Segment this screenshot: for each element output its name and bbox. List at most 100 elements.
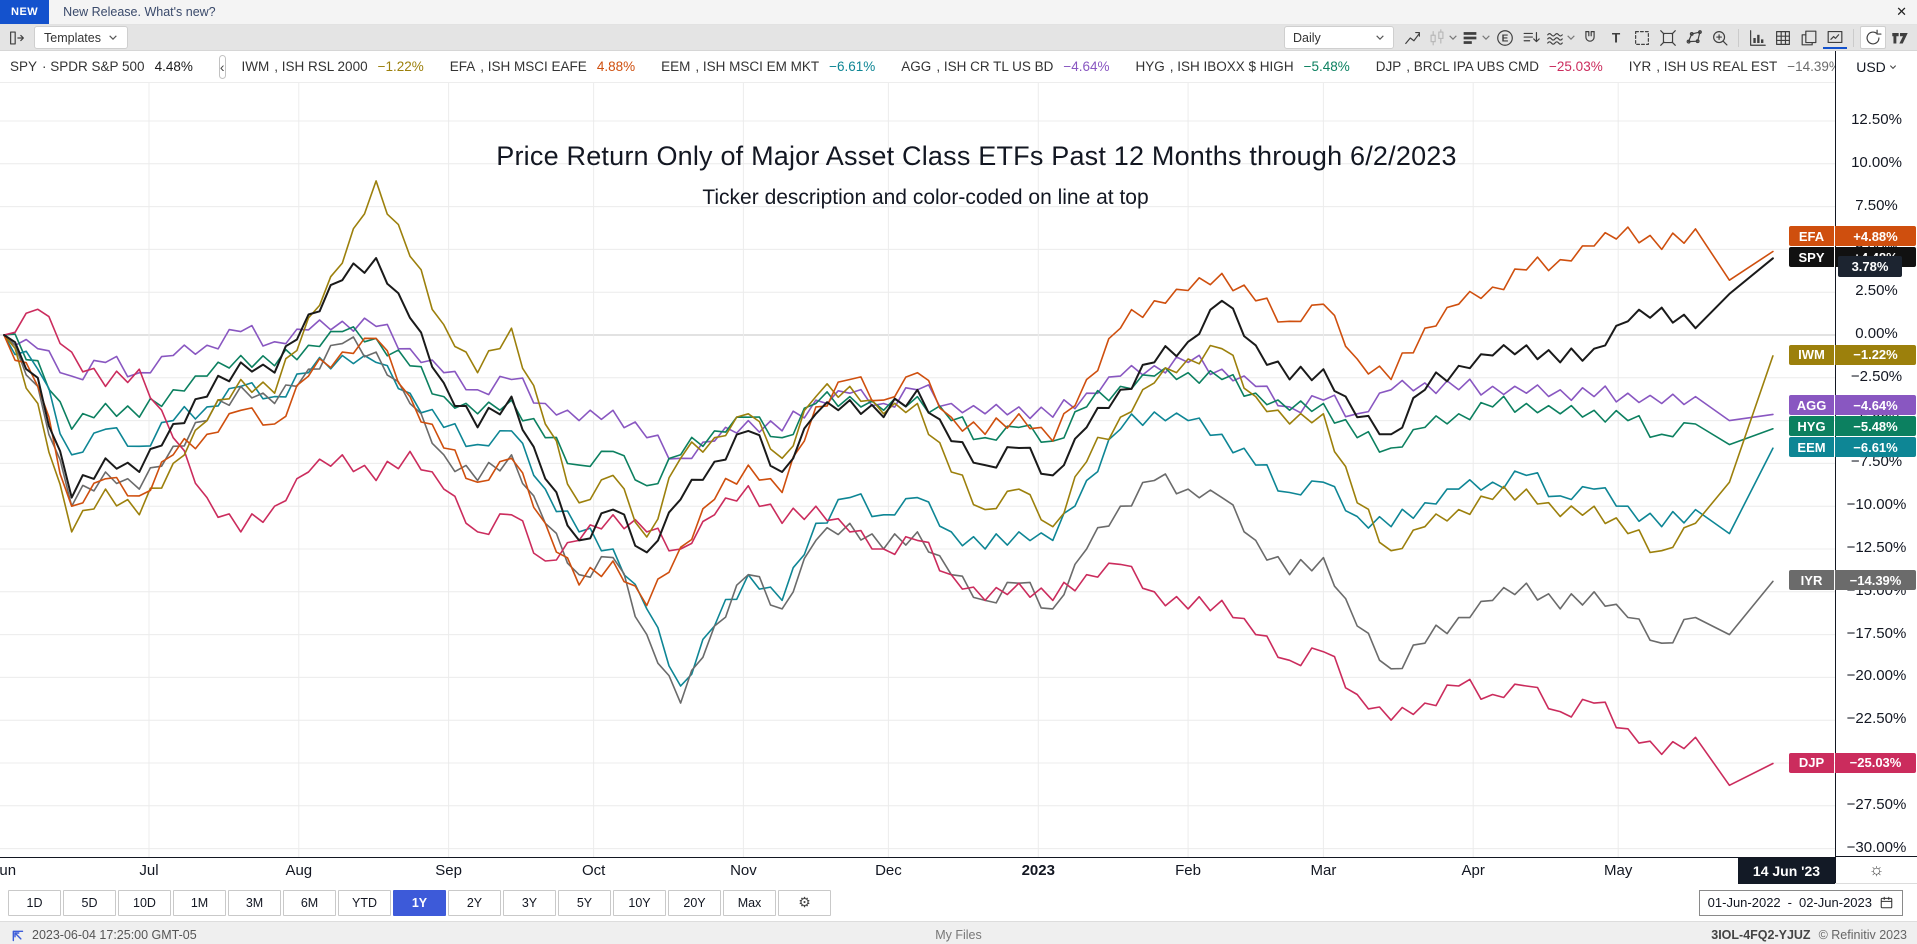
fit-content-icon[interactable] xyxy=(1656,27,1680,48)
range-button-1M[interactable]: 1M xyxy=(173,889,226,916)
legend-scroll-button[interactable]: ‹ xyxy=(218,54,226,79)
range-button-5Y[interactable]: 5Y xyxy=(558,889,611,916)
time-axis[interactable]: 14 Jun '23 Jun Jul Aug Sep Oct Nov Dec 2023 Feb M… xyxy=(0,857,1835,884)
range-button-3Y[interactable]: 3Y xyxy=(503,889,556,916)
legend-item-IYR[interactable]: IYR , ISH US REAL EST −14.39% xyxy=(1629,59,1841,74)
range-button-1Y[interactable]: 1Y xyxy=(393,889,446,916)
templates-label: Templates xyxy=(44,30,101,45)
legend-ticker: DJP xyxy=(1375,59,1402,74)
selection-tool-icon[interactable] xyxy=(1630,27,1654,48)
range-toolbar: 1D 5D 10D 1M 3M 6M YTD 1Y 2Y 3Y 5Y 10Y 20Y Max ⚙ 01-Ju… xyxy=(0,883,1917,921)
polygon-tool-icon[interactable] xyxy=(1682,27,1706,48)
series-line-DJP[interactable] xyxy=(3,308,1774,787)
svg-text:E: E xyxy=(1502,33,1509,44)
series-line-EEM[interactable] xyxy=(3,334,1774,687)
calendar-icon[interactable] xyxy=(1879,895,1894,910)
line-style-icon[interactable] xyxy=(1401,27,1425,48)
zoom-in-icon[interactable] xyxy=(1708,27,1732,48)
my-files-link[interactable]: My Files xyxy=(935,928,982,942)
table-view-icon[interactable] xyxy=(1771,27,1795,48)
price-axis-label: 7.50% xyxy=(1855,196,1898,214)
chart-settings-icon[interactable] xyxy=(1823,26,1847,49)
templates-dropdown[interactable]: Templates xyxy=(34,26,128,49)
legend-item-AGG[interactable]: AGG , ISH CR TL US BD −4.64% xyxy=(901,59,1109,74)
chart-canvas[interactable] xyxy=(0,83,1835,857)
legend-description: · SPDR S&P 500 xyxy=(42,59,145,74)
tradingview-logo-icon[interactable] xyxy=(1888,27,1912,48)
range-button-Max[interactable]: Max xyxy=(723,889,776,916)
legend-return-value: −25.03% xyxy=(1549,59,1603,74)
legend-item-DJP[interactable]: DJP , BRCL IPA UBS CMD −25.03% xyxy=(1376,59,1603,74)
price-axis-label: 0.00% xyxy=(1855,325,1898,342)
legend-return-value: −14.39% xyxy=(1787,59,1841,74)
price-axis-label: −2.50% xyxy=(1850,367,1903,385)
timestamp-flag-icon[interactable] xyxy=(10,928,25,943)
magnet-icon[interactable] xyxy=(1578,27,1602,48)
range-button-6M[interactable]: 6M xyxy=(283,889,336,916)
legend-ticker: HYG xyxy=(1135,59,1165,74)
range-button-10Y[interactable]: 10Y xyxy=(613,889,666,916)
time-axis-label-2023: 2023 xyxy=(1021,862,1055,879)
series-line-EFA[interactable] xyxy=(3,226,1774,607)
series-line-IYR[interactable] xyxy=(3,334,1774,704)
indicator-list-icon[interactable] xyxy=(1519,27,1543,48)
volume-chart-icon[interactable] xyxy=(1745,27,1769,48)
date-range-field[interactable]: 01-Jun-2022 - 02-Jun-2023 xyxy=(1698,889,1903,916)
wave-pattern-icon[interactable] xyxy=(1545,27,1576,48)
range-button-1D[interactable]: 1D xyxy=(8,889,61,916)
chart-plot-area[interactable]: Price Return Only of Major Asset Class E… xyxy=(0,83,1835,857)
legend-description: , ISH US REAL EST xyxy=(1656,59,1778,74)
range-button-5D[interactable]: 5D xyxy=(63,889,116,916)
series-line-IWM[interactable] xyxy=(3,180,1774,554)
legend-item-HYG[interactable]: HYG , ISH IBOXX $ HIGH −5.48% xyxy=(1136,59,1350,74)
currency-selector[interactable]: USD xyxy=(1836,51,1917,82)
series-line-HYG[interactable] xyxy=(3,326,1774,487)
range-button-10D[interactable]: 10D xyxy=(118,889,171,916)
price-axis-label: −30.00% xyxy=(1846,838,1907,856)
interval-select[interactable]: Daily xyxy=(1284,26,1394,49)
legend-item-EFA[interactable]: EFA , ISH MSCI EAFE 4.88% xyxy=(450,59,635,74)
series-line-AGG[interactable] xyxy=(3,317,1774,460)
price-axis-label: −20.00% xyxy=(1846,667,1907,685)
time-axis-label-Feb: Feb xyxy=(1175,862,1202,879)
price-axis-label: −17.50% xyxy=(1846,624,1907,642)
date-to-value[interactable]: 02-Jun-2023 xyxy=(1799,895,1872,910)
status-right-group: 3IOL-4FQ2-YJUZ © Refinitiv 2023 xyxy=(1711,928,1907,942)
axis-settings-sun-icon[interactable]: ☼ xyxy=(1836,856,1917,883)
release-banner-link[interactable]: New Release. What's new? xyxy=(63,5,216,19)
series-line-SPY[interactable] xyxy=(3,257,1774,554)
price-axis[interactable]: USD ☼ 12.50% 10.00% 7.50% 5.00% 2.50% 0.00% −2… xyxy=(1835,51,1917,883)
date-range-separator: - xyxy=(1787,895,1792,910)
refresh-icon[interactable] xyxy=(1860,26,1886,49)
time-axis-label-Jun: Jun xyxy=(0,862,17,879)
time-axis-label-Jul: Jul xyxy=(139,862,159,879)
date-from-value[interactable]: 01-Jun-2022 xyxy=(1707,895,1781,910)
candlestick-icon xyxy=(1427,27,1458,48)
chart-title: Price Return Only of Major Asset Class E… xyxy=(496,141,1457,171)
events-icon[interactable]: E xyxy=(1493,27,1517,48)
text-tool-icon[interactable]: T xyxy=(1604,27,1628,48)
legend-ticker: EEM xyxy=(661,59,691,74)
legend-return-value: 4.88% xyxy=(596,59,636,74)
range-settings-gear-icon[interactable]: ⚙ xyxy=(778,889,831,916)
range-button-3M[interactable]: 3M xyxy=(228,889,281,916)
chart-main-area: SPY · SPDR S&P 500 4.48% ‹ IWM , ISH RSL 2000… xyxy=(0,51,1917,884)
range-button-YTD[interactable]: YTD xyxy=(338,889,391,916)
legend-description: , ISH IBOXX $ HIGH xyxy=(1169,59,1294,74)
price-axis-label: −5.00% xyxy=(1850,410,1903,428)
legend-item-IWM[interactable]: IWM , ISH RSL 2000 −1.22% xyxy=(242,59,424,74)
price-axis-label: −12.50% xyxy=(1846,539,1907,556)
range-button-2Y[interactable]: 2Y xyxy=(448,889,501,916)
panel-expand-icon[interactable] xyxy=(5,27,29,48)
legend-return-value: −1.22% xyxy=(377,59,424,74)
snapshot-icon[interactable] xyxy=(1797,27,1821,48)
bar-style-icon[interactable] xyxy=(1460,27,1491,48)
svg-text:T: T xyxy=(1612,30,1621,45)
last-date-badge: 14 Jun '23 xyxy=(1738,858,1835,884)
range-button-20Y[interactable]: 20Y xyxy=(668,889,721,916)
legend-item-SPY[interactable]: SPY · SPDR S&P 500 4.48% xyxy=(10,59,193,74)
legend-return-value: −6.61% xyxy=(829,59,876,74)
legend-item-EEM[interactable]: EEM , ISH MSCI EM MKT −6.61% xyxy=(661,59,875,74)
close-icon[interactable]: ✕ xyxy=(1896,4,1907,19)
instrument-legend: SPY · SPDR S&P 500 4.48% ‹ IWM , ISH RSL 2000… xyxy=(0,51,1841,83)
